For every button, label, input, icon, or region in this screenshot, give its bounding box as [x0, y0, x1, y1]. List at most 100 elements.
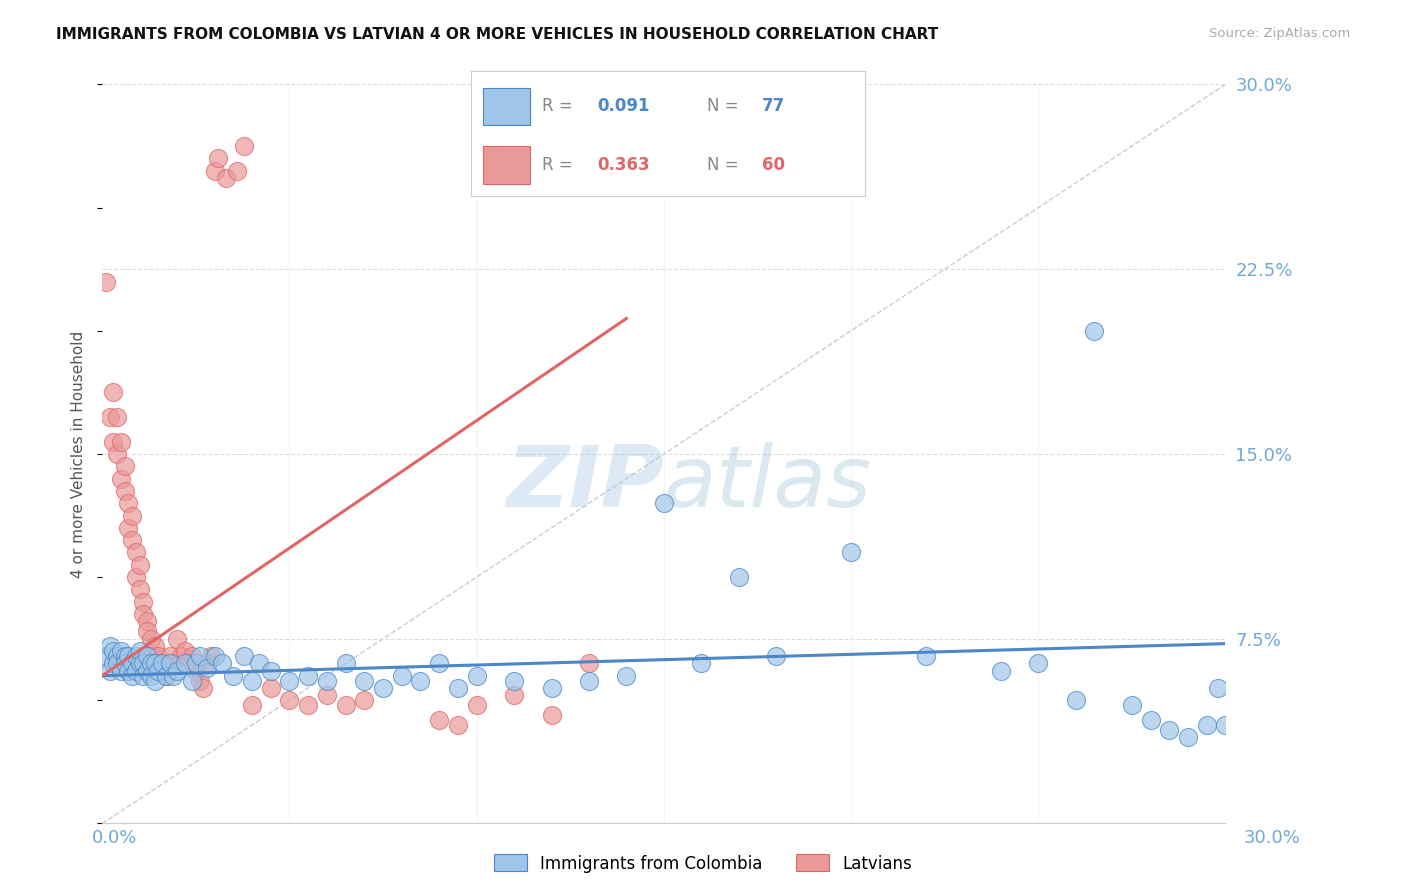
Point — [125, 570, 148, 584]
Point — [117, 664, 139, 678]
Text: 77: 77 — [762, 97, 786, 115]
Point — [132, 595, 155, 609]
Point — [226, 163, 249, 178]
Point — [103, 644, 125, 658]
Point — [94, 648, 117, 663]
Point — [114, 459, 136, 474]
Point — [105, 648, 128, 663]
Point — [121, 668, 143, 682]
Point — [162, 668, 184, 682]
Point — [110, 664, 132, 678]
Text: 0.363: 0.363 — [598, 156, 650, 174]
Point — [170, 648, 193, 663]
Point — [240, 698, 263, 713]
Point — [427, 657, 450, 671]
Point — [103, 657, 125, 671]
Point — [173, 657, 195, 671]
Point — [159, 648, 181, 663]
Point — [110, 472, 132, 486]
Point — [427, 713, 450, 727]
Point — [98, 409, 121, 424]
Point — [98, 639, 121, 653]
Point — [181, 673, 204, 688]
Point — [150, 657, 173, 671]
Point — [166, 664, 188, 678]
Text: IMMIGRANTS FROM COLOMBIA VS LATVIAN 4 OR MORE VEHICLES IN HOUSEHOLD CORRELATION : IMMIGRANTS FROM COLOMBIA VS LATVIAN 4 OR… — [56, 27, 938, 42]
Point — [114, 483, 136, 498]
Point — [117, 521, 139, 535]
Text: 30.0%: 30.0% — [1244, 829, 1301, 847]
Point — [465, 698, 488, 713]
Point — [204, 163, 226, 178]
Point — [110, 644, 132, 658]
Text: N =: N = — [707, 156, 744, 174]
Point — [181, 648, 204, 663]
Point — [139, 668, 162, 682]
Point — [297, 668, 319, 682]
Point — [195, 657, 218, 671]
Point — [110, 434, 132, 449]
Point — [1195, 718, 1218, 732]
Point — [136, 615, 159, 629]
Point — [1206, 681, 1229, 695]
Point — [136, 624, 159, 639]
Point — [128, 558, 150, 572]
Point — [188, 648, 211, 663]
Point — [727, 570, 749, 584]
Point — [260, 681, 283, 695]
Point — [139, 648, 162, 663]
Point — [278, 673, 301, 688]
Point — [447, 681, 470, 695]
Point — [188, 673, 211, 688]
Point — [915, 648, 938, 663]
Point — [353, 673, 375, 688]
Point — [1215, 718, 1237, 732]
Point — [184, 664, 207, 678]
Point — [143, 673, 166, 688]
Point — [136, 648, 159, 663]
Point — [839, 545, 862, 559]
Text: N =: N = — [707, 97, 744, 115]
Point — [503, 689, 526, 703]
Point — [297, 698, 319, 713]
Point — [765, 648, 787, 663]
Point — [1121, 698, 1143, 713]
Point — [447, 718, 470, 732]
Point — [132, 607, 155, 621]
Point — [211, 657, 233, 671]
Text: 0.0%: 0.0% — [91, 829, 136, 847]
Point — [1083, 324, 1105, 338]
Point — [578, 673, 600, 688]
Point — [391, 668, 413, 682]
Point — [94, 275, 117, 289]
Text: Source: ZipAtlas.com: Source: ZipAtlas.com — [1209, 27, 1350, 40]
Point — [249, 657, 271, 671]
Point — [155, 668, 177, 682]
Point — [1026, 657, 1049, 671]
Point — [335, 698, 357, 713]
Point — [143, 639, 166, 653]
Point — [540, 681, 562, 695]
Text: R =: R = — [541, 156, 578, 174]
Point — [315, 673, 337, 688]
Point — [128, 644, 150, 658]
Point — [166, 632, 188, 646]
Point — [114, 648, 136, 663]
Point — [103, 434, 125, 449]
Point — [139, 657, 162, 671]
FancyBboxPatch shape — [482, 87, 530, 125]
Point — [260, 664, 283, 678]
Point — [222, 668, 245, 682]
Point — [540, 708, 562, 723]
Point — [503, 673, 526, 688]
Point — [125, 648, 148, 663]
Point — [409, 673, 432, 688]
Point — [121, 533, 143, 548]
Point — [132, 657, 155, 671]
Point — [233, 648, 256, 663]
Point — [136, 664, 159, 678]
Text: atlas: atlas — [664, 442, 872, 525]
Point — [148, 664, 170, 678]
Point — [315, 689, 337, 703]
Point — [159, 657, 181, 671]
